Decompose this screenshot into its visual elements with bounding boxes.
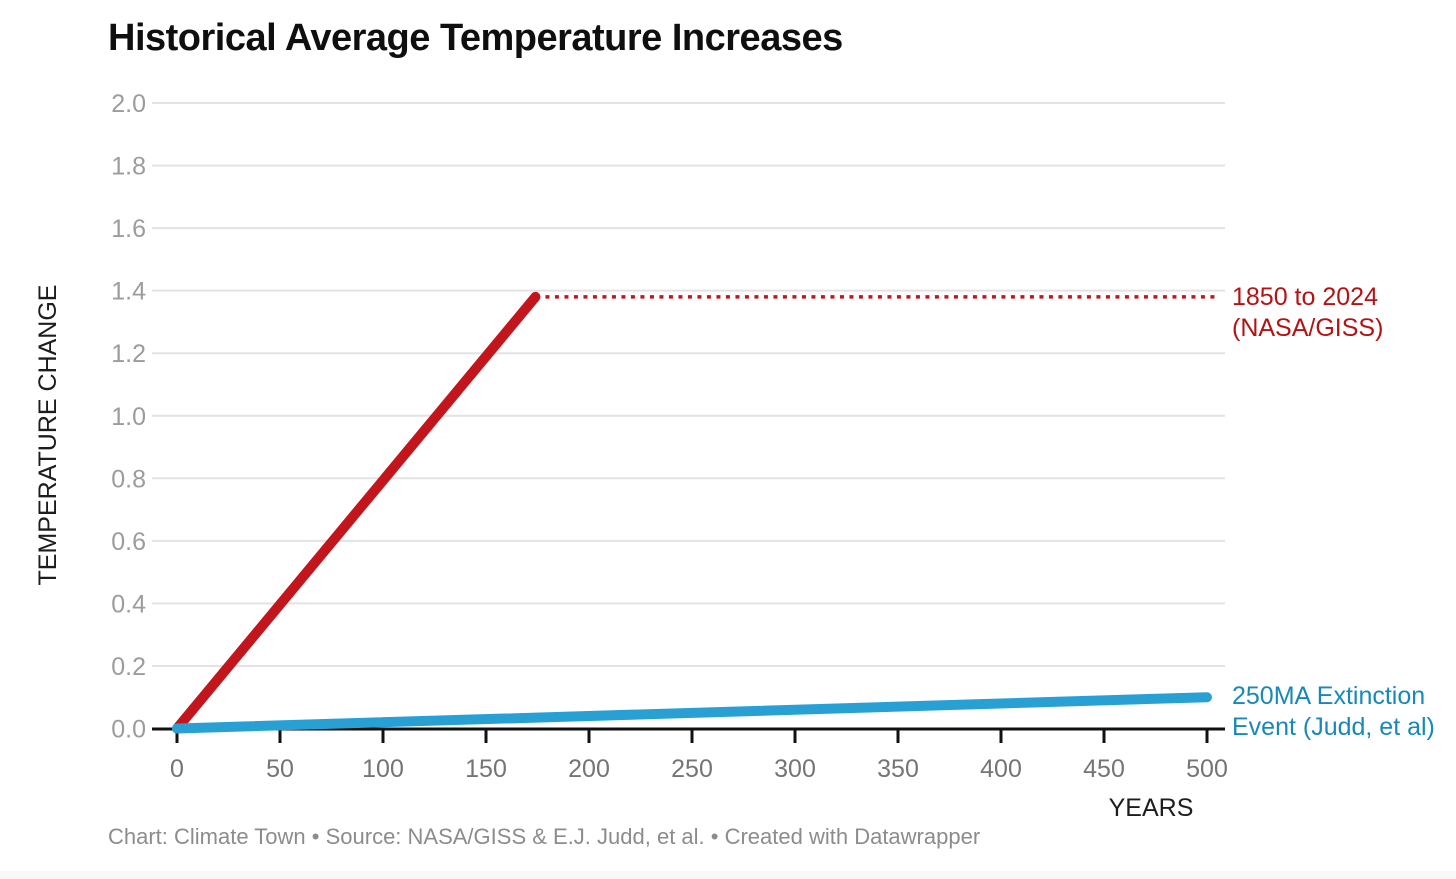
x-tick-label: 100 (362, 755, 404, 783)
series-line-0 (172, 291, 541, 734)
x-tick-label: 450 (1083, 755, 1125, 783)
x-tick-label: 400 (980, 755, 1022, 783)
series-label-extinction-event: 250MA Extinction Event (Judd, et al) (1232, 682, 1435, 741)
x-axis-title: YEARS (1108, 794, 1194, 822)
series-label-nasa-giss: 1850 to 2024 (NASA/GISS) (1232, 283, 1384, 342)
y-tick-label: 1.2 (111, 340, 146, 368)
y-tick-label: 0.6 (111, 528, 146, 556)
x-tick-label: 0 (170, 755, 184, 783)
y-tick-label: 1.8 (111, 153, 146, 181)
x-tick-label: 250 (671, 755, 713, 783)
y-tick-label: 1.6 (111, 215, 146, 243)
x-tick-label: 150 (465, 755, 507, 783)
y-tick-label: 0.8 (111, 465, 146, 493)
chart-attribution: Chart: Climate Town • Source: NASA/GISS … (108, 824, 981, 849)
x-tick-label: 50 (266, 755, 294, 783)
x-tick-label: 300 (774, 755, 816, 783)
x-tick-label: 350 (877, 755, 919, 783)
y-tick-label: 0.0 (111, 716, 146, 744)
chart-title: Historical Average Temperature Increases (108, 17, 843, 59)
x-tick-label: 200 (568, 755, 610, 783)
bottom-strip (0, 871, 1456, 879)
y-axis-title: TEMPERATURE CHANGE (34, 284, 62, 586)
y-tick-label: 0.2 (111, 653, 146, 681)
y-tick-label: 2.0 (111, 90, 146, 118)
y-tick-label: 1.4 (111, 278, 146, 306)
y-tick-label: 1.0 (111, 403, 146, 431)
series-line-1 (172, 692, 1212, 734)
y-tick-label: 0.4 (111, 590, 146, 618)
x-tick-label: 500 (1186, 755, 1228, 783)
